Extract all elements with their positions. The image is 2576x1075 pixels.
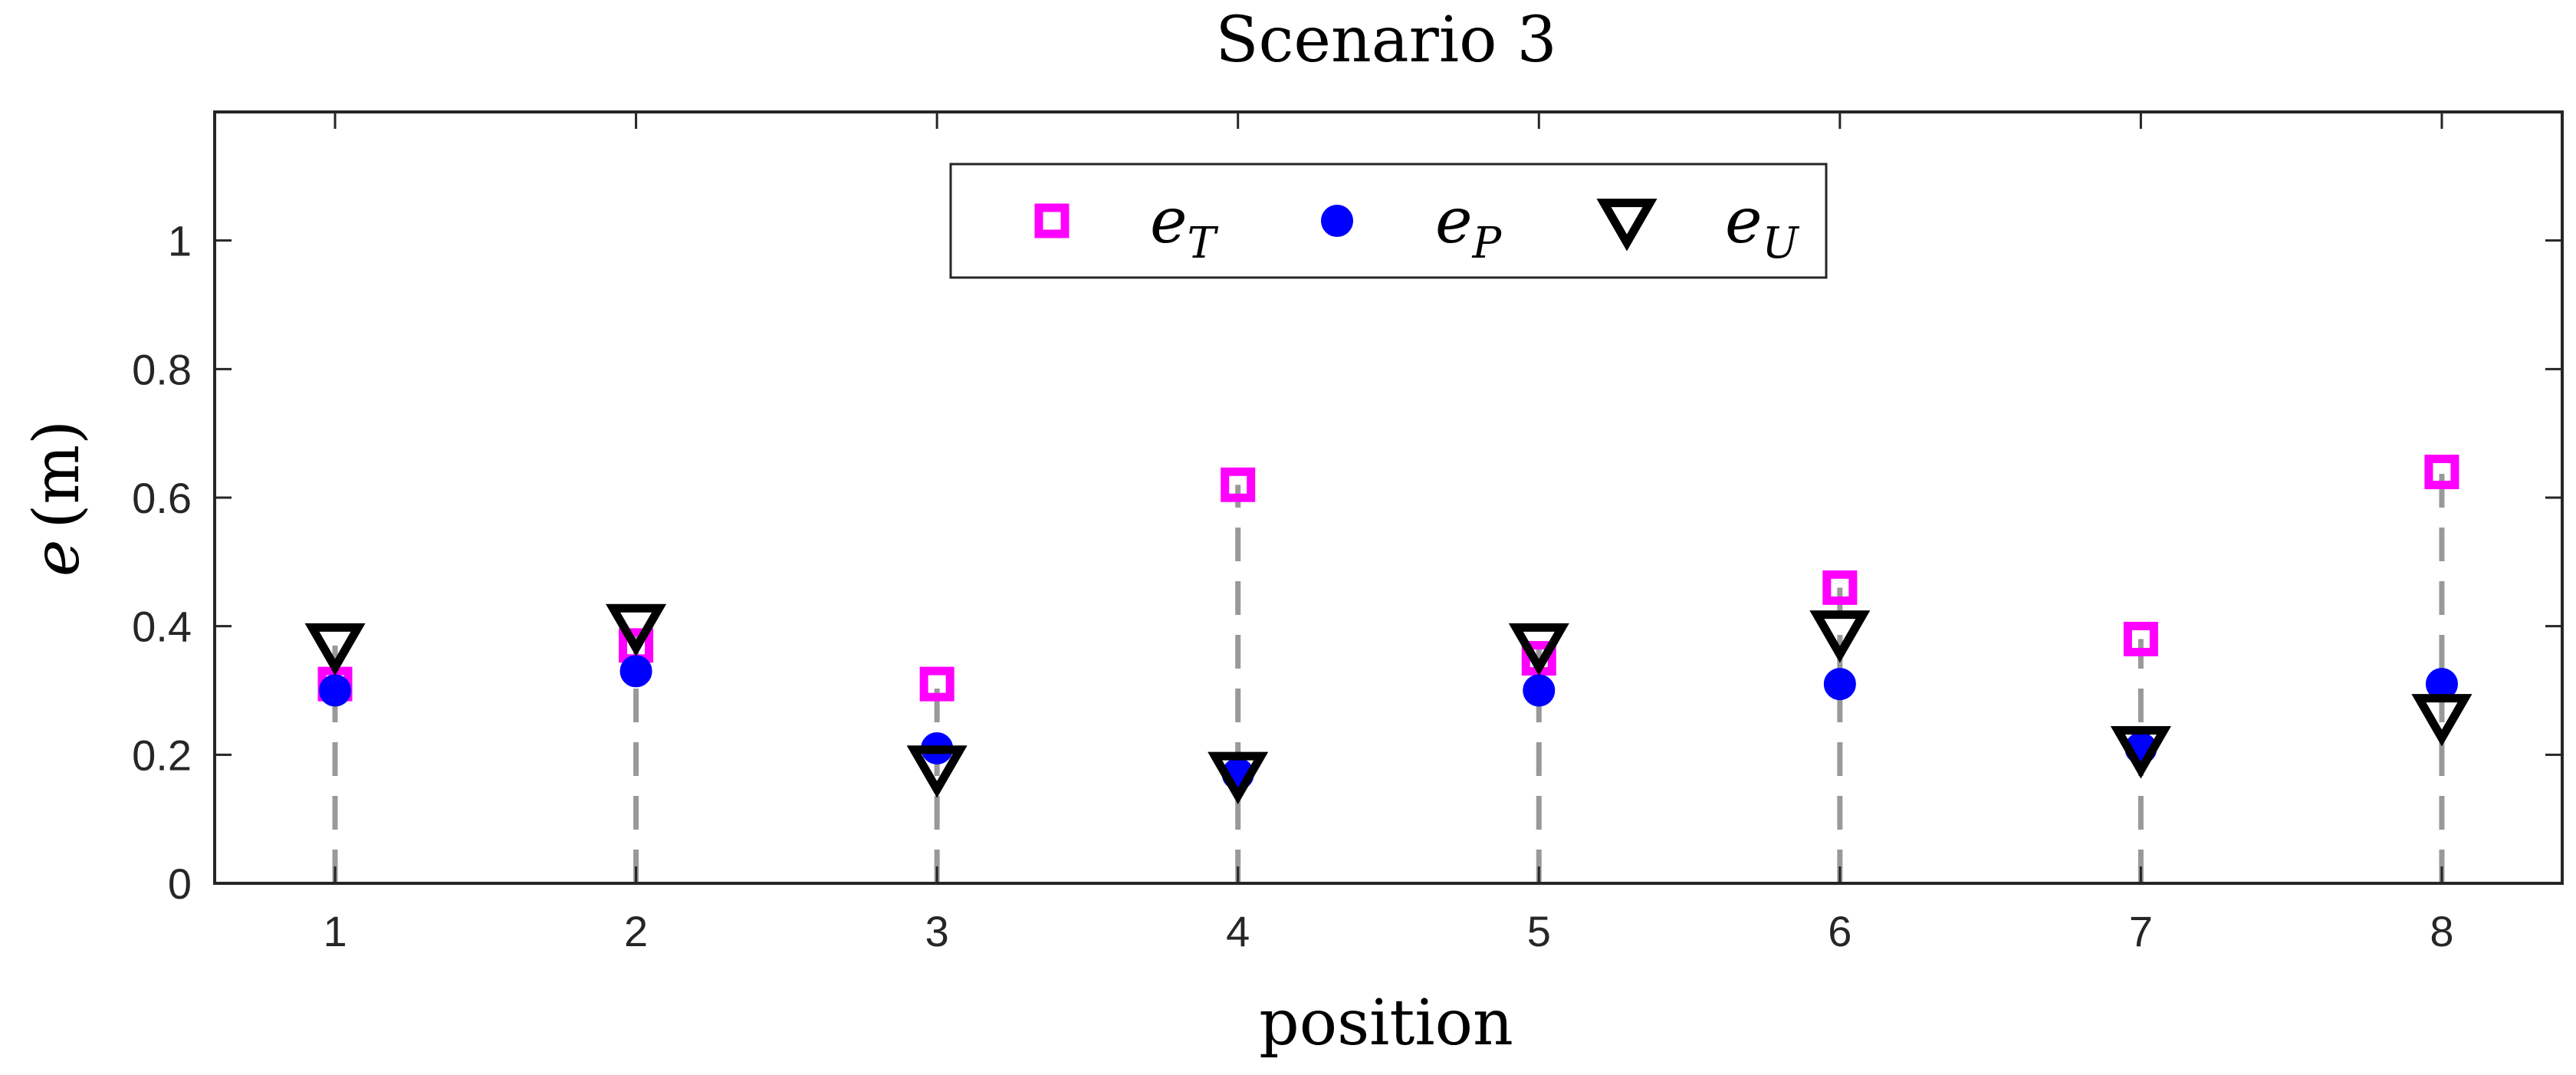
- x-tick-label: 5: [1527, 907, 1551, 955]
- point-triangle-down: [304, 623, 366, 676]
- point-triangle-down: [1809, 610, 1871, 663]
- y-tick-label: 0.8: [132, 345, 192, 393]
- svg-text:e (m): e (m): [21, 420, 94, 577]
- x-tick-label: 4: [1226, 907, 1250, 955]
- point-circle: [1823, 668, 1856, 701]
- x-tick-label: 8: [2430, 907, 2453, 955]
- point-square: [919, 666, 955, 702]
- point-triangle-down: [606, 603, 667, 657]
- x-tick-label: 6: [1828, 907, 1852, 955]
- point-circle: [1523, 674, 1556, 707]
- y-tick-label: 1: [168, 217, 192, 265]
- legend-label: eP: [1435, 185, 1503, 268]
- legend-label: eT: [1150, 185, 1219, 268]
- legend-label-subscript: U: [1763, 219, 1800, 268]
- x-axis-label: position: [1259, 987, 1513, 1060]
- x-tick-label: 2: [624, 907, 648, 955]
- data-marks: [304, 454, 2472, 804]
- y-axis-label-symbol: e: [21, 540, 94, 577]
- stem-lines: [332, 472, 2445, 883]
- legend-marker-circle: [1321, 205, 1353, 237]
- series-triangle-down: [304, 603, 2472, 804]
- point-square: [1221, 467, 1256, 502]
- legend-label: eU: [1725, 185, 1800, 268]
- legend-label-symbol: e: [1150, 185, 1188, 258]
- y-axis-ticks: 0 0.2 0.4 0.6 0.8 1: [132, 217, 2562, 908]
- point-triangle-down: [1508, 623, 1569, 676]
- point-triangle-down: [1208, 751, 1269, 804]
- y-tick-label: 0.4: [132, 603, 192, 651]
- point-triangle-down: [2110, 726, 2171, 779]
- x-tick-label: 3: [925, 907, 949, 955]
- chart-title: Scenario 3: [1215, 4, 1556, 77]
- y-axis-label: e (m): [21, 420, 94, 577]
- legend-label-symbol: e: [1725, 185, 1763, 258]
- y-tick-label: 0.2: [132, 731, 192, 779]
- point-circle: [319, 674, 352, 707]
- point-circle: [619, 655, 652, 688]
- legend-label-subscript: P: [1472, 219, 1503, 268]
- legend: eT eP eU: [949, 163, 1828, 279]
- y-tick-label: 0: [168, 860, 192, 908]
- legend-marker-square: [1034, 203, 1070, 238]
- legend-label-subscript: T: [1188, 219, 1219, 268]
- point-square: [2424, 454, 2459, 489]
- legend-label-symbol: e: [1435, 185, 1473, 258]
- point-triangle-down: [906, 745, 968, 798]
- point-triangle-down: [2411, 694, 2472, 747]
- y-tick-label: 0.6: [132, 474, 192, 522]
- legend-box: [949, 163, 1828, 279]
- x-tick-label: 1: [323, 907, 347, 955]
- legend-marker-triangle-down: [1596, 199, 1658, 251]
- x-axis-ticks: 1 2 3 4 5 6 7 8: [323, 112, 2454, 955]
- y-axis-label-unit: (m): [21, 420, 94, 529]
- x-tick-label: 7: [2129, 907, 2153, 955]
- point-square: [1822, 570, 1858, 605]
- point-square: [2123, 621, 2158, 656]
